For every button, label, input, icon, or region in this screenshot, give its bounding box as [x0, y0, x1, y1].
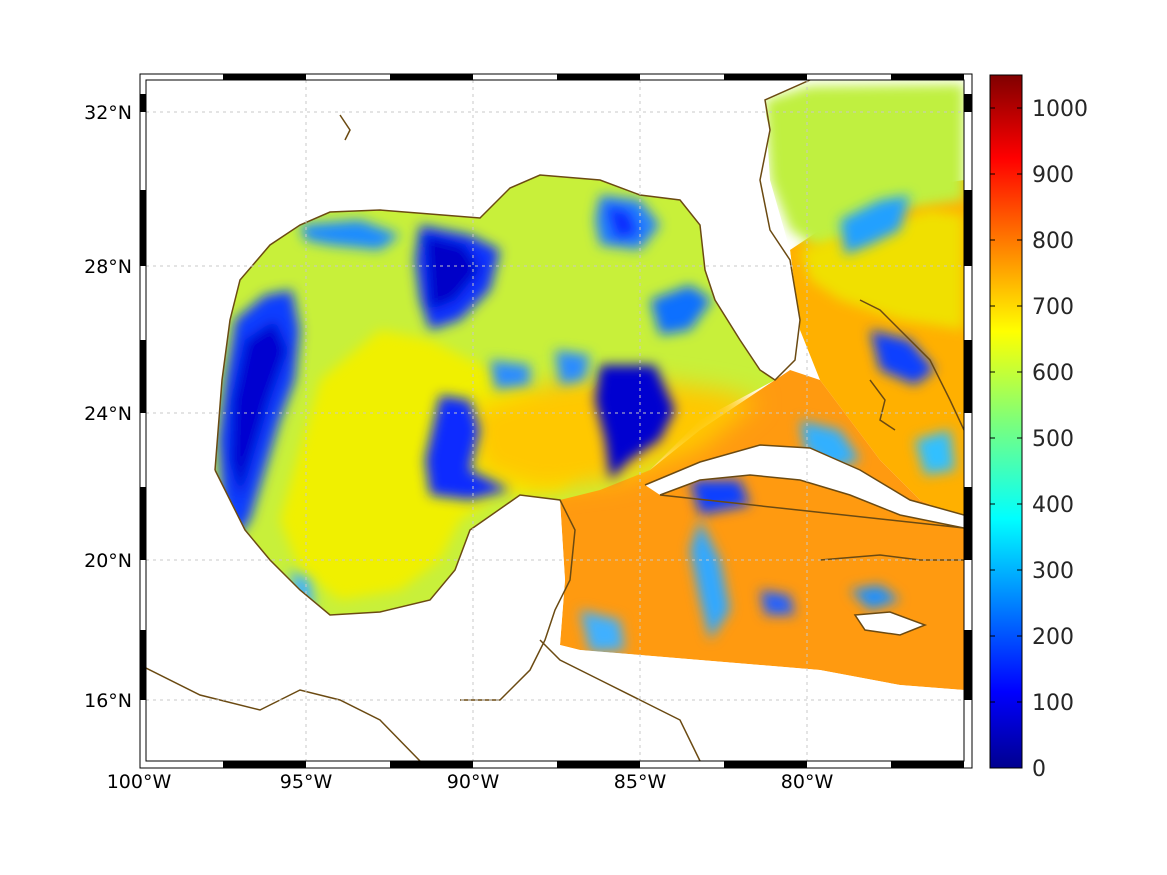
lon-label-80: 80°W: [781, 771, 834, 793]
lat-label-20: 20°N: [84, 550, 132, 572]
map-frame: [139, 73, 973, 769]
lat-label-32: 32°N: [84, 102, 132, 124]
colorbar-gradient: [989, 74, 1023, 769]
lat-label-24: 24°N: [84, 403, 132, 425]
lon-label-95: 95°W: [280, 771, 333, 793]
colorbar-tick-label: 800: [1032, 229, 1074, 254]
land-masses: [146, 80, 964, 761]
lon-label-85: 85°W: [614, 771, 667, 793]
gridlines: [146, 80, 964, 761]
colorbar-tick-label: 1000: [1032, 97, 1088, 122]
lon-label-90: 90°W: [447, 771, 500, 793]
colorbar-tick-label: 500: [1032, 427, 1074, 452]
longitude-axis: 100°W 95°W 90°W 85°W 80°W: [107, 771, 834, 793]
lat-label-16: 16°N: [84, 690, 132, 712]
low-value-features: [218, 195, 955, 652]
caribbean-field: [560, 370, 964, 690]
atlantic-north: [765, 84, 964, 250]
colorbar-tick-label: 0: [1032, 757, 1046, 782]
coastlines: [146, 80, 964, 761]
lon-label-100: 100°W: [107, 771, 172, 793]
data-layer: [146, 80, 964, 761]
colorbar-tick-label: 600: [1032, 361, 1074, 386]
lat-label-28: 28°N: [84, 256, 132, 278]
colorbar-tick-label: 300: [1032, 559, 1074, 584]
colorbar-tick-label: 700: [1032, 295, 1074, 320]
colorbar-tick-label: 100: [1032, 691, 1074, 716]
latitude-axis: 32°N 28°N 24°N 20°N 16°N: [84, 102, 132, 712]
atlantic-mid: [800, 210, 964, 330]
colorbar-tick-label: 400: [1032, 493, 1074, 518]
colorbar-tick-label: 200: [1032, 625, 1074, 650]
colorbar-tick-label: 900: [1032, 163, 1074, 188]
